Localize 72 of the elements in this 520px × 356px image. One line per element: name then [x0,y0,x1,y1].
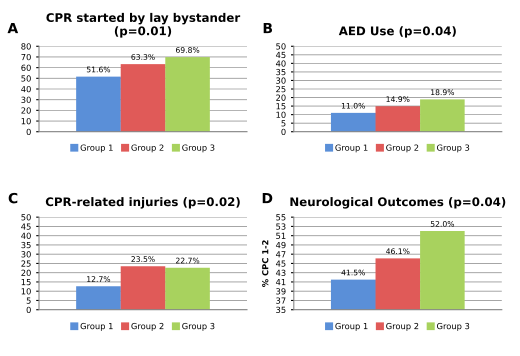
y-tick-label: 20 [21,107,31,114]
y-tick-label: 49 [276,242,286,248]
legend-label: Group 1 [80,322,113,331]
y-tick-label: 47 [276,251,286,258]
y-tick-label: 35 [21,242,31,248]
bar [165,268,210,310]
y-tick-label: 55 [276,214,286,220]
legend-label: Group 3 [182,322,214,331]
y-tick-label: 50 [21,214,31,220]
y-tick-label: 30 [276,77,286,84]
y-tick-label: 41 [276,279,286,286]
y-tick-label: 45 [276,52,286,58]
y-tick-label: 0 [26,128,31,136]
text: C [8,192,18,204]
bar [76,286,121,310]
legend-label: Group 3 [437,144,470,152]
legend-label: Group 2 [131,322,164,331]
y-tick-label: 5 [26,298,31,304]
y-tick-label: 20 [276,94,286,101]
bar [376,106,420,132]
y-tick-label: 70 [21,54,31,60]
chart-title: CPR started by lay bystander (p=0.01) [46,12,240,38]
y-tick-label: 20 [21,270,31,276]
y-tick-label: 39 [276,288,286,294]
y-tick-label: 60 [21,64,31,71]
y-tick-label: 45 [276,260,286,267]
y-tick-label: 45 [21,224,31,230]
y-tick-label: 0 [281,128,286,136]
y-tick-label: 30 [21,96,31,103]
y-tick-label: 25 [21,260,31,267]
y-tick-label: 5 [282,120,286,126]
legend-label: Group 1 [335,322,368,331]
bar [120,266,166,310]
y-tick-label: 53 [276,223,286,230]
y-axis-title: % CPC 1-2 [262,240,268,287]
y-tick-label: 50 [276,43,286,50]
chart-title: Neurological Outcomes (p=0.04) [290,197,506,209]
legend-label: Group 2 [386,322,418,331]
y-tick-label: 35 [276,68,286,76]
bar [120,64,166,132]
y-tick-label: 50 [21,75,31,82]
legend-label: Group 1 [80,144,113,152]
y-tick-label: 40 [21,232,31,239]
y-tick-label: 35 [276,306,286,314]
bar [420,99,465,132]
y-tick-label: 37 [276,297,286,304]
y-tick-label: 25 [276,86,286,92]
y-tick-label: 10 [22,118,31,124]
y-tick-label: 30 [21,251,31,258]
y-tick-label: 15 [276,103,286,110]
y-tick-label: 51 [276,232,286,239]
y-tick-label: 40 [21,86,31,92]
legend-label: Group 2 [386,144,418,152]
legend-label: Group 3 [437,322,470,331]
y-tick-label: 43 [276,270,286,276]
y-tick-label: 10 [22,288,31,294]
chart-title: CPR-related injuries (p=0.02) [46,197,240,209]
text: B [264,23,272,34]
text: A [8,23,18,34]
legend-label: Group 2 [131,144,164,152]
y-tick-label: 0 [26,306,31,314]
bar [330,112,376,132]
chart-title: AED Use (p=0.04) [338,26,456,38]
y-tick-label: 15 [22,279,31,286]
y-tick-label: 80 [21,43,31,50]
legend-label: Group 1 [335,144,368,152]
text: D [262,193,272,204]
legend-label: Group 3 [182,144,214,152]
y-tick-label: 10 [276,112,286,118]
bar [76,76,121,132]
bar [165,57,210,132]
y-tick-label: 40 [276,60,286,67]
